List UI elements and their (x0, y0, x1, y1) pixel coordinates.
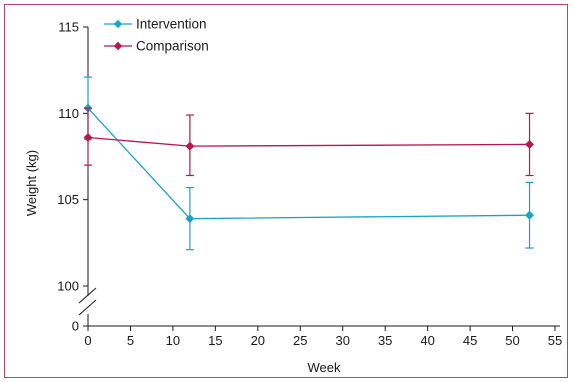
y-tick-label: 115 (58, 20, 79, 35)
axes: 0 5 10 15 20 25 30 35 40 45 50 55 100 105 110 115 0 (57, 20, 562, 349)
y-axis-title: Weight (kg) (24, 150, 39, 216)
legend-label: Comparison (136, 39, 209, 54)
legend-item-intervention: Intervention (104, 17, 207, 32)
legend-marker (113, 41, 123, 51)
x-tick-label: 35 (378, 333, 392, 348)
legend-label: Intervention (136, 17, 207, 32)
x-tick-label: 45 (463, 333, 477, 348)
x-axis-title: Week (308, 360, 341, 375)
data-point (524, 210, 535, 220)
axis-break-mark (78, 299, 97, 316)
data-point (185, 141, 195, 151)
series-line (87, 107, 530, 220)
x-tick-label: 0 (84, 333, 91, 348)
axis-break-mark (78, 287, 97, 304)
series-comparison (83, 107, 535, 177)
x-tick-label: 30 (335, 333, 349, 348)
x-tick-label: 40 (420, 333, 434, 348)
y-tick-label: 105 (57, 192, 79, 207)
y-tick-label: 110 (58, 106, 79, 121)
x-tick-label: 15 (208, 333, 222, 348)
legend: Intervention Comparison (104, 17, 209, 54)
x-tick-label: 25 (293, 333, 307, 348)
data-point (83, 132, 93, 143)
x-tick-label: 55 (548, 333, 562, 348)
series-intervention (83, 76, 535, 251)
x-tick-label: 20 (251, 333, 265, 348)
x-tick-label: 50 (505, 333, 519, 348)
x-tick-label: 5 (127, 333, 134, 348)
x-tick-label: 10 (166, 333, 180, 348)
figure-frame (4, 4, 568, 378)
series-layer (83, 76, 535, 251)
legend-marker (113, 19, 123, 29)
legend-item-comparison: Comparison (104, 39, 209, 54)
data-point (185, 214, 195, 224)
data-point (524, 139, 535, 149)
series-line (87, 136, 530, 147)
y-tick-label: 0 (72, 319, 79, 334)
y-tick-label: 100 (57, 279, 79, 294)
